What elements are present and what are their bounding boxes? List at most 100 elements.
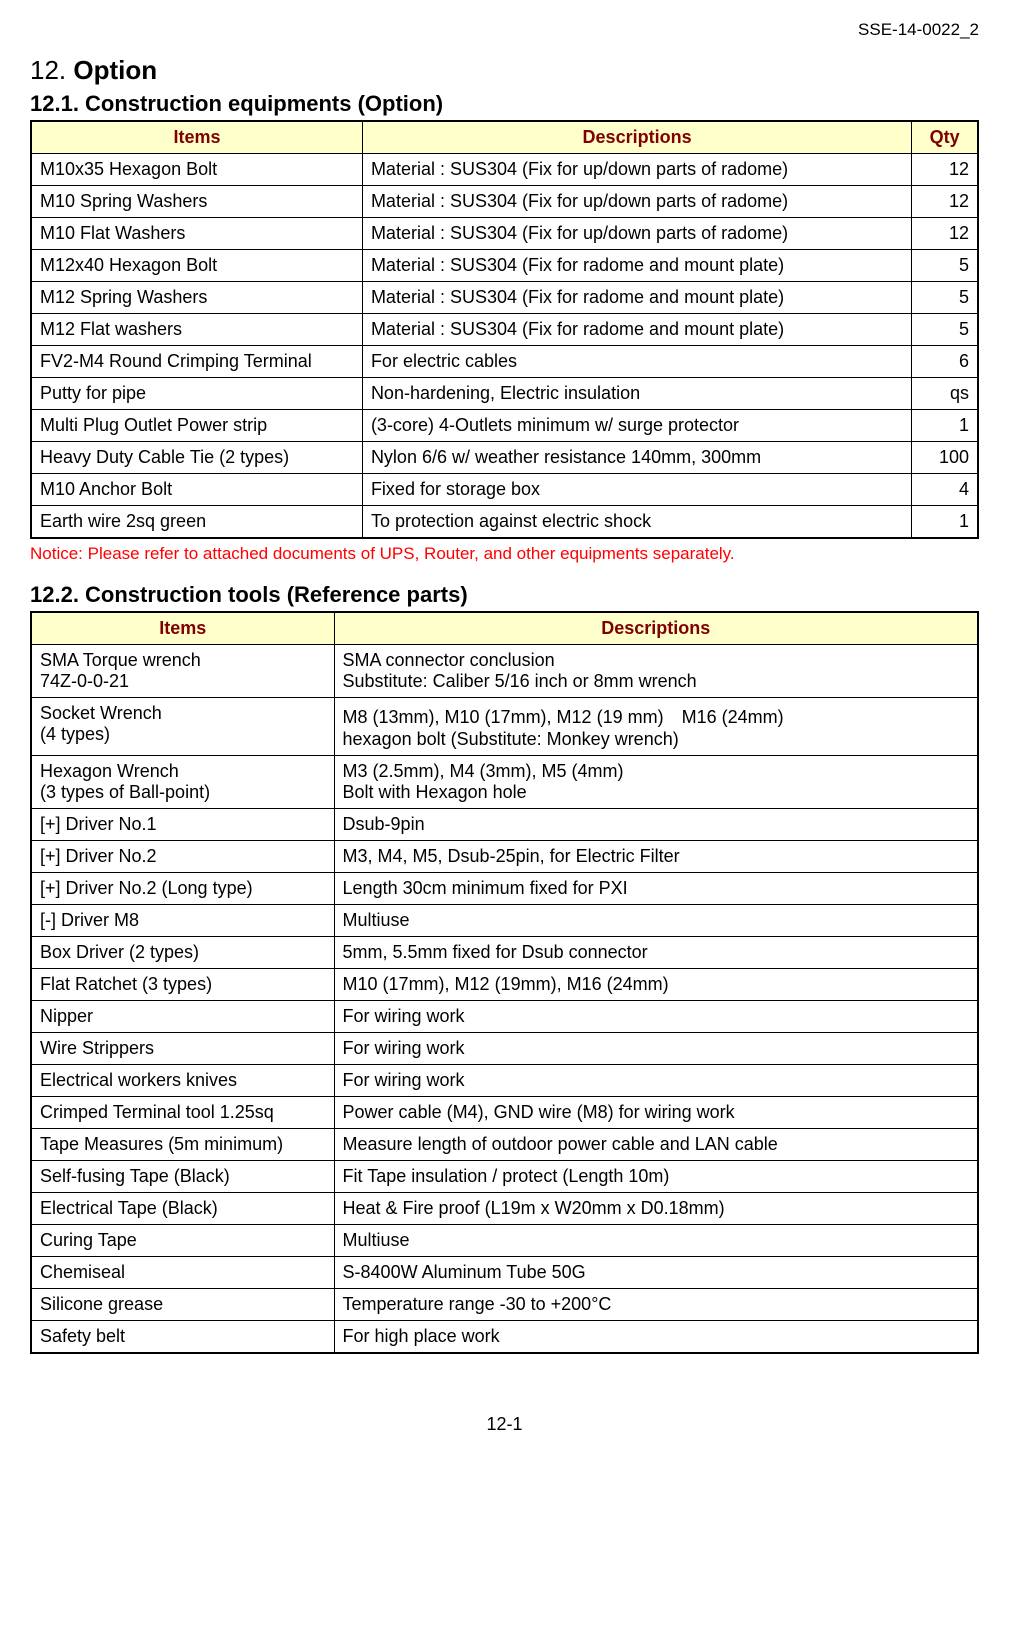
header-descriptions: Descriptions <box>334 612 978 645</box>
table-row: Safety beltFor high place work <box>31 1321 978 1354</box>
table-row: Multi Plug Outlet Power strip(3-core) 4-… <box>31 410 978 442</box>
cell-item: Electrical workers knives <box>31 1065 334 1097</box>
cell-description: M10 (17mm), M12 (19mm), M16 (24mm) <box>334 969 978 1001</box>
table-row: Earth wire 2sq greenTo protection agains… <box>31 506 978 539</box>
cell-item: Safety belt <box>31 1321 334 1354</box>
cell-item: M12x40 Hexagon Bolt <box>31 250 362 282</box>
cell-item: M10 Flat Washers <box>31 218 362 250</box>
cell-description: Measure length of outdoor power cable an… <box>334 1129 978 1161</box>
cell-qty: 1 <box>912 506 978 539</box>
section-title: 12. Option <box>30 55 979 86</box>
cell-description: For high place work <box>334 1321 978 1354</box>
table-row: [+] Driver No.2M3, M4, M5, Dsub-25pin, f… <box>31 841 978 873</box>
table-row: [+] Driver No.1Dsub-9pin <box>31 809 978 841</box>
document-id: SSE-14-0022_2 <box>30 20 979 40</box>
table-row: Tape Measures (5m minimum)Measure length… <box>31 1129 978 1161</box>
cell-description: SMA connector conclusion Substitute: Cal… <box>334 645 978 698</box>
cell-qty: 5 <box>912 282 978 314</box>
page-number: 12-1 <box>30 1414 979 1435</box>
cell-item: Silicone grease <box>31 1289 334 1321</box>
cell-qty: 5 <box>912 250 978 282</box>
table-row: ChemisealS-8400W Aluminum Tube 50G <box>31 1257 978 1289</box>
cell-item: SMA Torque wrench 74Z-0-0-21 <box>31 645 334 698</box>
header-items: Items <box>31 612 334 645</box>
cell-item: M12 Flat washers <box>31 314 362 346</box>
cell-description: For wiring work <box>334 1065 978 1097</box>
cell-qty: 4 <box>912 474 978 506</box>
cell-item: M10x35 Hexagon Bolt <box>31 154 362 186</box>
cell-qty: qs <box>912 378 978 410</box>
cell-description: (3-core) 4-Outlets minimum w/ surge prot… <box>362 410 911 442</box>
table-row: [-] Driver M8Multiuse <box>31 905 978 937</box>
cell-qty: 1 <box>912 410 978 442</box>
cell-description: For wiring work <box>334 1033 978 1065</box>
table-row: FV2-M4 Round Crimping TerminalFor electr… <box>31 346 978 378</box>
table-row: NipperFor wiring work <box>31 1001 978 1033</box>
cell-description: S-8400W Aluminum Tube 50G <box>334 1257 978 1289</box>
cell-description: Multiuse <box>334 905 978 937</box>
cell-item: Heavy Duty Cable Tie (2 types) <box>31 442 362 474</box>
cell-description: For wiring work <box>334 1001 978 1033</box>
table-row: Flat Ratchet (3 types)M10 (17mm), M12 (1… <box>31 969 978 1001</box>
table-row: M10 Flat WashersMaterial : SUS304 (Fix f… <box>31 218 978 250</box>
cell-description: Nylon 6/6 w/ weather resistance 140mm, 3… <box>362 442 911 474</box>
table-row: [+] Driver No.2 (Long type)Length 30cm m… <box>31 873 978 905</box>
table-row: Electrical Tape (Black)Heat & Fire proof… <box>31 1193 978 1225</box>
table-row: M10x35 Hexagon BoltMaterial : SUS304 (Fi… <box>31 154 978 186</box>
table-row: Electrical workers knivesFor wiring work <box>31 1065 978 1097</box>
table-row: Self-fusing Tape (Black)Fit Tape insulat… <box>31 1161 978 1193</box>
cell-item: M10 Spring Washers <box>31 186 362 218</box>
cell-description: Temperature range -30 to +200°C <box>334 1289 978 1321</box>
cell-description: Fit Tape insulation / protect (Length 10… <box>334 1161 978 1193</box>
cell-description: Multiuse <box>334 1225 978 1257</box>
section-number: 12. <box>30 55 66 85</box>
cell-qty: 6 <box>912 346 978 378</box>
cell-description: Power cable (M4), GND wire (M8) for wiri… <box>334 1097 978 1129</box>
cell-description: Material : SUS304 (Fix for radome and mo… <box>362 314 911 346</box>
cell-item: FV2-M4 Round Crimping Terminal <box>31 346 362 378</box>
cell-item: Earth wire 2sq green <box>31 506 362 539</box>
table-row: Silicone greaseTemperature range -30 to … <box>31 1289 978 1321</box>
cell-description: 5mm, 5.5mm fixed for Dsub connector <box>334 937 978 969</box>
cell-description: For electric cables <box>362 346 911 378</box>
cell-item: Hexagon Wrench (3 types of Ball-point) <box>31 756 334 809</box>
tools-table: Items Descriptions SMA Torque wrench 74Z… <box>30 611 979 1354</box>
cell-item: Flat Ratchet (3 types) <box>31 969 334 1001</box>
cell-item: Nipper <box>31 1001 334 1033</box>
table-row: Crimped Terminal tool 1.25sqPower cable … <box>31 1097 978 1129</box>
table-row: M12x40 Hexagon BoltMaterial : SUS304 (Fi… <box>31 250 978 282</box>
table-row: SMA Torque wrench 74Z-0-0-21SMA connecto… <box>31 645 978 698</box>
cell-item: [-] Driver M8 <box>31 905 334 937</box>
cell-item: [+] Driver No.2 <box>31 841 334 873</box>
table-row: M12 Spring WashersMaterial : SUS304 (Fix… <box>31 282 978 314</box>
cell-item: Tape Measures (5m minimum) <box>31 1129 334 1161</box>
notice-text: Notice: Please refer to attached documen… <box>30 544 979 564</box>
cell-description: Material : SUS304 (Fix for radome and mo… <box>362 250 911 282</box>
cell-item: Curing Tape <box>31 1225 334 1257</box>
cell-description: M8 (13mm), M10 (17mm), M12 (19 mm) M16 (… <box>334 698 978 756</box>
table-row: Box Driver (2 types)5mm, 5.5mm fixed for… <box>31 937 978 969</box>
table-row: Socket Wrench (4 types)M8 (13mm), M10 (1… <box>31 698 978 756</box>
header-items: Items <box>31 121 362 154</box>
table-header-row: Items Descriptions <box>31 612 978 645</box>
table-row: Wire StrippersFor wiring work <box>31 1033 978 1065</box>
table-row: Putty for pipeNon-hardening, Electric in… <box>31 378 978 410</box>
table-row: Heavy Duty Cable Tie (2 types)Nylon 6/6 … <box>31 442 978 474</box>
cell-item: M12 Spring Washers <box>31 282 362 314</box>
cell-item: Wire Strippers <box>31 1033 334 1065</box>
cell-description: To protection against electric shock <box>362 506 911 539</box>
table-row: Curing TapeMultiuse <box>31 1225 978 1257</box>
cell-item: Self-fusing Tape (Black) <box>31 1161 334 1193</box>
cell-description: Material : SUS304 (Fix for up/down parts… <box>362 218 911 250</box>
cell-item: Multi Plug Outlet Power strip <box>31 410 362 442</box>
cell-description: Heat & Fire proof (L19m x W20mm x D0.18m… <box>334 1193 978 1225</box>
cell-item: Putty for pipe <box>31 378 362 410</box>
equipments-table: Items Descriptions Qty M10x35 Hexagon Bo… <box>30 120 979 539</box>
table-row: M12 Flat washersMaterial : SUS304 (Fix f… <box>31 314 978 346</box>
cell-description: Fixed for storage box <box>362 474 911 506</box>
cell-description: Material : SUS304 (Fix for up/down parts… <box>362 186 911 218</box>
header-qty: Qty <box>912 121 978 154</box>
cell-description: Material : SUS304 (Fix for radome and mo… <box>362 282 911 314</box>
cell-item: M10 Anchor Bolt <box>31 474 362 506</box>
cell-qty: 12 <box>912 186 978 218</box>
